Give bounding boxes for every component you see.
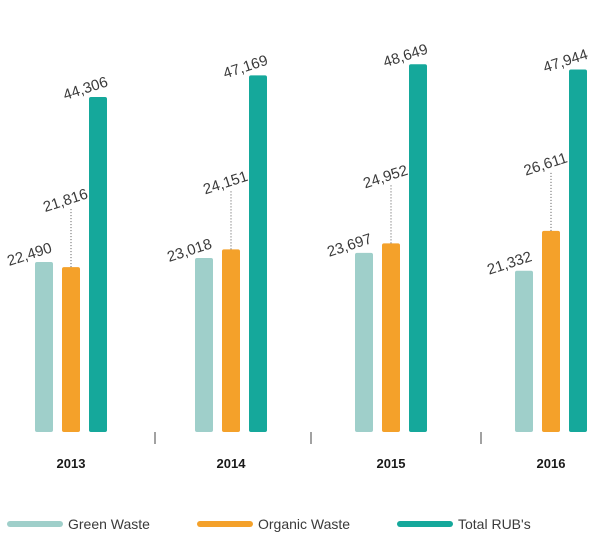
bar-green-waste-2016 [515, 270, 533, 432]
x-axis: 2013 2014 2015 2016 [57, 432, 566, 471]
legend-label-organic-waste: Organic Waste [258, 516, 350, 532]
bar-total-rub-s-2014 [249, 75, 267, 433]
bar-organic-waste-2016 [542, 230, 560, 432]
leader-lines-layer [70, 172, 552, 268]
data-label-organic-waste-2013: 21,816 [41, 186, 90, 216]
bar-total-rub-s-2013 [89, 97, 107, 433]
x-tick-label-2016: 2016 [537, 456, 566, 471]
bar-green-waste-2013 [35, 261, 53, 432]
bar-green-waste-2014 [195, 257, 213, 432]
x-tick-label-2015: 2015 [377, 456, 406, 471]
bar-green-waste-2015 [355, 252, 373, 432]
bar-organic-waste-2013 [62, 267, 80, 432]
bar-organic-waste-2014 [222, 249, 240, 432]
data-label-organic-waste-2014: 24,151 [201, 168, 250, 198]
bars-layer [35, 64, 587, 433]
bar-organic-waste-2015 [382, 243, 400, 432]
bar-total-rub-s-2016 [569, 69, 587, 432]
legend: Green Waste Organic Waste Total RUB's [7, 516, 531, 532]
legend-label-total-rub-s: Total RUB's [458, 516, 531, 532]
bar-total-rub-s-2015 [409, 64, 427, 432]
data-label-organic-waste-2016: 26,611 [522, 150, 570, 180]
x-tick-label-2013: 2013 [57, 456, 86, 471]
x-tick-label-2014: 2014 [217, 456, 247, 471]
data-label-organic-waste-2015: 24,952 [361, 162, 410, 192]
legend-label-green-waste: Green Waste [68, 516, 150, 532]
